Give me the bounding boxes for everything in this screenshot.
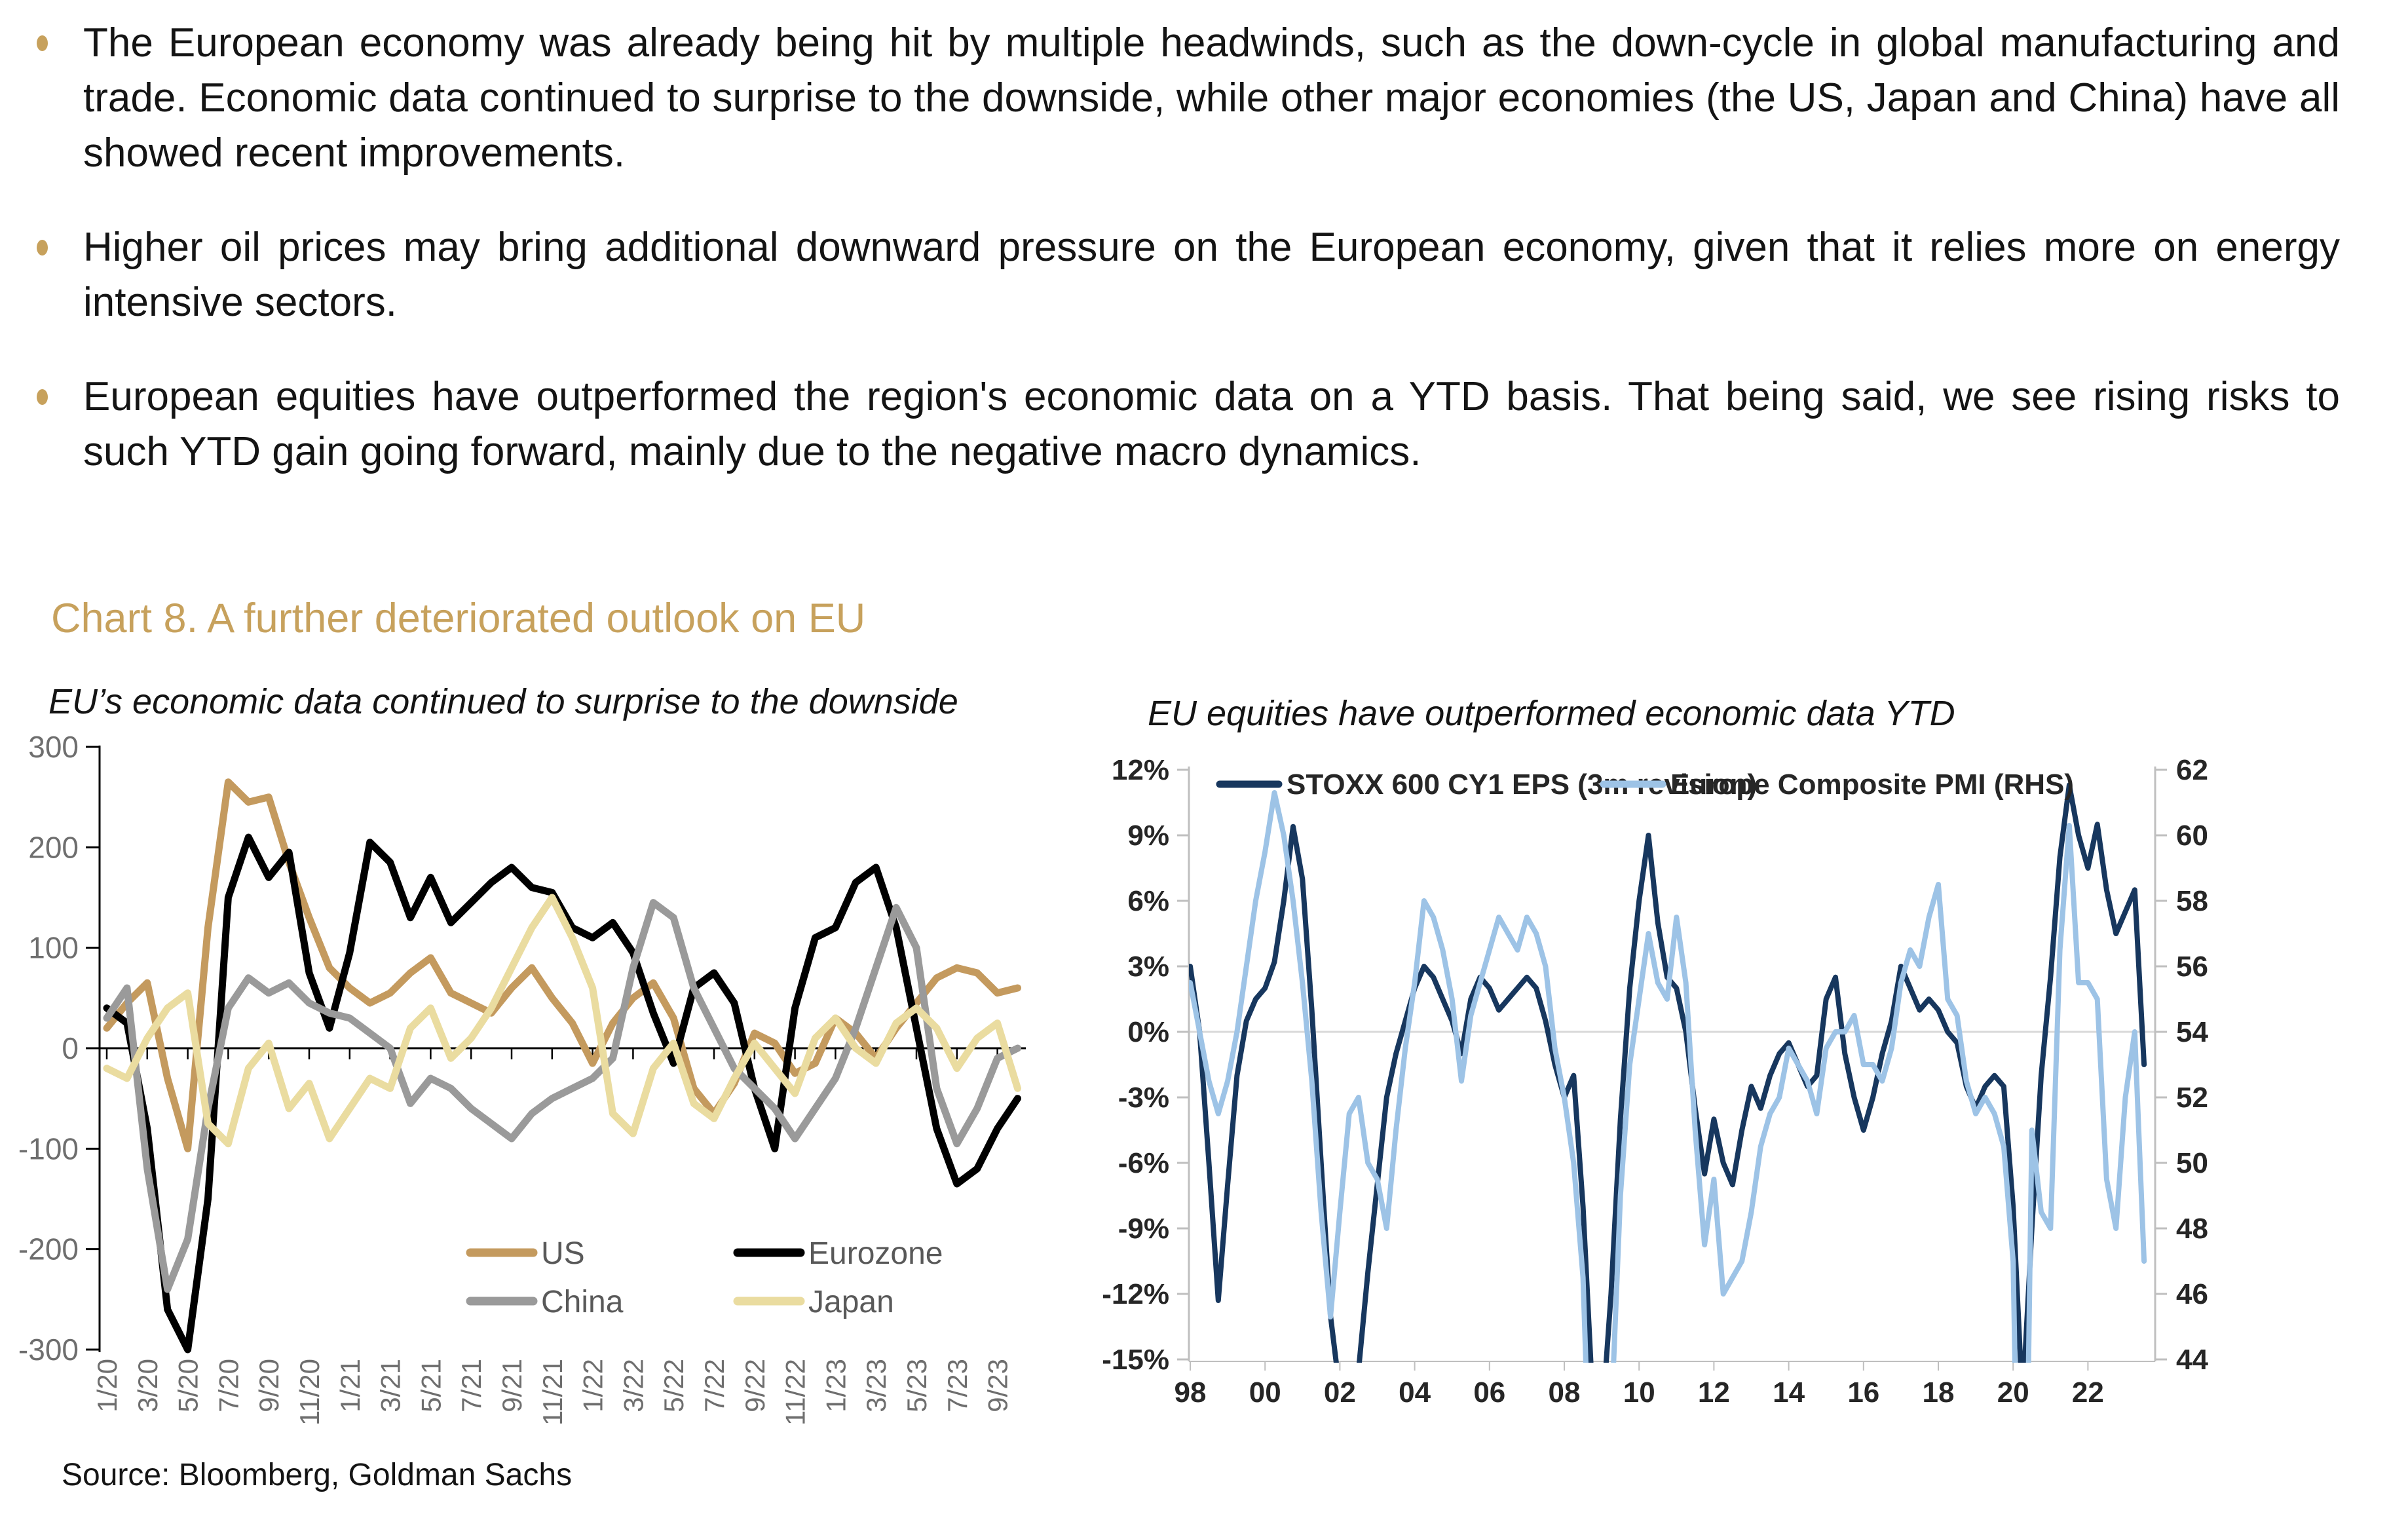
x-tick-label: 9/22 [740,1359,770,1412]
left-chart-subtitle: EU’s economic data continued to surprise… [48,682,958,721]
left-axis-label: 12% [1112,754,1169,786]
right-axis-label: 60 [2176,820,2208,852]
legend-label: Japan [808,1285,894,1319]
x-tick-label: 22 [2072,1376,2104,1409]
x-tick-label: 08 [1549,1376,1581,1409]
x-tick-label: 06 [1473,1376,1505,1409]
x-tick-label: 04 [1399,1376,1431,1409]
x-tick-label: 1/22 [578,1359,609,1412]
x-tick-label: 3/21 [375,1359,406,1412]
legend-label: Europe Composite PMI (RHS) [1670,768,2074,801]
x-tick-label: 1/21 [335,1359,366,1412]
bullet-text: The European economy was already being h… [83,20,2340,176]
right-axis-label: 54 [2176,1016,2208,1048]
legend-label: US [541,1236,585,1271]
series-line-japan [103,894,1021,1148]
right-chart: 12% 9% 6% 3% 0% -3% -6% -9% -12% -15% 62 60 58 56 54 52… [1102,754,2208,1409]
bullet-item: The European economy was already being h… [31,16,2340,181]
x-tick-label: 14 [1773,1376,1805,1409]
bullet-icon [37,389,48,405]
right-axis-label: 48 [2176,1213,2208,1245]
left-axis-label: 0% [1127,1016,1169,1048]
x-tick-label: 1/20 [92,1359,122,1412]
x-tick-label: 5/22 [658,1359,689,1412]
left-axis-label: 9% [1127,820,1169,852]
x-tick-label: 7/20 [213,1359,244,1412]
right-axis-label: 62 [2176,754,2208,786]
x-tick-label: 11/22 [780,1359,811,1426]
left-axis-label: 3% [1127,951,1169,983]
x-tick-label: 00 [1249,1376,1281,1409]
left-axis-label: -3% [1118,1082,1169,1114]
bullet-icon [37,35,48,51]
legend-label: Eurozone [808,1236,943,1271]
series-line-us [103,778,1021,1152]
x-tick-label: 11/21 [537,1359,568,1426]
right-axis-label: 44 [2176,1344,2208,1376]
series-line-china [103,899,1021,1293]
x-tick-label: 5/23 [901,1359,932,1412]
source-text: Source: Bloomberg, Goldman Sachs [62,1458,573,1492]
right-axis-label: 52 [2176,1082,2208,1114]
bullet-text: Higher oil prices may bring additional d… [83,225,2340,325]
left-chart: 300 200 100 0 -100 -200 -300 1/20 3/20 5/20 7/20 9/… [18,730,1026,1426]
x-tick-label: 3/20 [132,1359,163,1412]
x-tick-label: 7/21 [456,1359,487,1412]
x-tick-label: 1/23 [820,1359,851,1412]
bullet-item: European equities have outperformed the … [31,370,2340,480]
x-tick-label: 18 [1923,1376,1955,1409]
x-tick-label: 9/21 [497,1359,527,1412]
x-tick-label: 7/22 [699,1359,730,1412]
x-tick-label: 20 [1997,1376,2029,1409]
right-axis-label: 58 [2176,885,2208,917]
y-tick-label: -100 [18,1131,79,1165]
series-line-eps [1189,782,2147,1363]
left-axis-label: 6% [1127,885,1169,917]
x-tick-label: 16 [1847,1376,1879,1409]
left-axis-label: -12% [1102,1278,1169,1310]
y-tick-label: 200 [28,830,79,864]
legend-label: China [541,1285,624,1319]
x-tick-label: 9/23 [983,1359,1013,1412]
bullet-item: Higher oil prices may bring additional d… [31,220,2340,330]
right-axis-label: 56 [2176,951,2208,983]
bullet-icon [37,240,48,256]
y-tick-label: 0 [62,1031,79,1065]
y-tick-label: 300 [28,730,79,764]
series-line-pmi [1189,790,2147,1363]
bullet-text: European equities have outperformed the … [83,374,2340,474]
y-tick-label: 100 [28,931,79,965]
chart-8-title: Chart 8. A further deteriorated outlook … [51,596,866,641]
x-tick-label: 11/20 [294,1359,325,1426]
left-axis-label: -9% [1118,1213,1169,1245]
x-tick-label: 5/20 [173,1359,204,1412]
x-tick-label: 5/21 [415,1359,446,1412]
x-tick-label: 7/23 [942,1359,973,1412]
x-tick-label: 02 [1324,1376,1356,1409]
x-tick-label: 9/20 [254,1359,284,1412]
right-axis-label: 50 [2176,1147,2208,1179]
y-tick-label: -200 [18,1232,79,1266]
x-tick-label: 3/23 [861,1359,892,1412]
x-tick-label: 10 [1623,1376,1655,1409]
left-axis-label: -6% [1118,1147,1169,1179]
x-tick-label: 98 [1175,1376,1207,1409]
x-tick-label: 3/22 [618,1359,649,1412]
right-chart-subtitle: EU equities have outperformed economic d… [1148,694,1955,733]
y-tick-label: -300 [18,1333,79,1367]
x-tick-label: 12 [1698,1376,1730,1409]
legend-label: STOXX 600 CY1 EPS (3m revision) [1287,768,1757,801]
left-axis-label: -15% [1102,1344,1169,1376]
bullet-list: The European economy was already being h… [31,16,2340,519]
right-axis-label: 46 [2176,1278,2208,1310]
